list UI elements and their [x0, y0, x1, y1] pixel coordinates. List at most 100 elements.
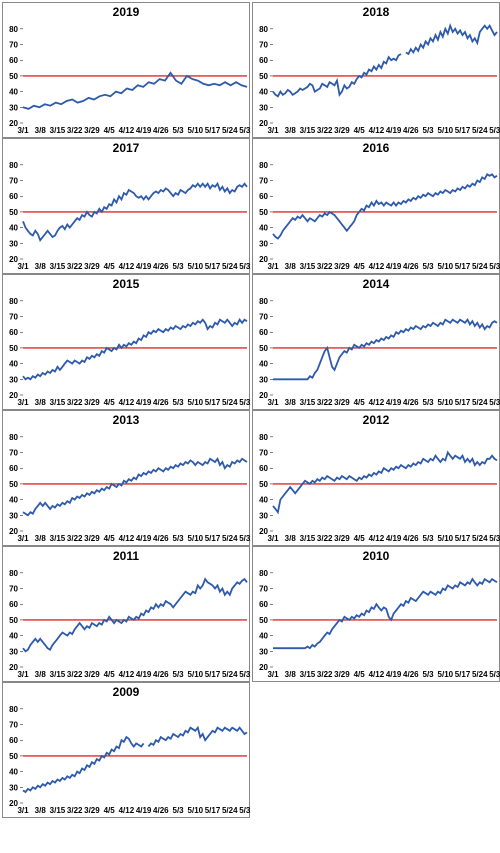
svg-text:5/10: 5/10: [438, 670, 454, 679]
svg-text:4/26: 4/26: [403, 534, 419, 543]
svg-text:3/22: 3/22: [67, 670, 83, 679]
svg-text:70: 70: [259, 585, 268, 594]
svg-text:70: 70: [259, 177, 268, 186]
svg-text:30: 30: [9, 647, 18, 656]
svg-text:4/5: 4/5: [104, 126, 116, 135]
panel-title: 2013: [3, 411, 249, 427]
chart-svg: 203040506070803/13/83/153/223/294/54/124…: [253, 155, 500, 273]
data-series-line: [23, 459, 247, 516]
svg-text:30: 30: [9, 511, 18, 520]
svg-text:5/17: 5/17: [455, 534, 471, 543]
svg-text:5/10: 5/10: [188, 806, 204, 815]
svg-text:4/19: 4/19: [386, 398, 402, 407]
panel-title: 2010: [253, 547, 499, 563]
svg-text:5/17: 5/17: [205, 262, 221, 271]
svg-text:60: 60: [9, 464, 18, 473]
svg-text:5/31: 5/31: [239, 262, 251, 271]
svg-text:5/3: 5/3: [423, 534, 435, 543]
svg-text:4/19: 4/19: [136, 126, 152, 135]
svg-text:4/19: 4/19: [386, 670, 402, 679]
svg-text:4/19: 4/19: [136, 534, 152, 543]
svg-text:30: 30: [259, 647, 268, 656]
svg-text:4/19: 4/19: [386, 262, 402, 271]
svg-text:80: 80: [259, 569, 268, 578]
svg-text:5/10: 5/10: [188, 670, 204, 679]
svg-text:4/26: 4/26: [153, 262, 169, 271]
chart-panel: 2016203040506070803/13/83/153/223/294/54…: [252, 138, 500, 274]
chart-panel: 2017203040506070803/13/83/153/223/294/54…: [2, 138, 250, 274]
svg-text:5/31: 5/31: [239, 126, 251, 135]
chart-svg: 203040506070803/13/83/153/223/294/54/124…: [253, 427, 500, 545]
svg-text:80: 80: [259, 297, 268, 306]
svg-text:40: 40: [259, 360, 268, 369]
svg-text:4/26: 4/26: [403, 398, 419, 407]
svg-text:4/12: 4/12: [119, 806, 135, 815]
svg-text:3/1: 3/1: [267, 262, 279, 271]
svg-text:3/29: 3/29: [84, 670, 100, 679]
svg-text:50: 50: [259, 344, 268, 353]
svg-text:40: 40: [9, 496, 18, 505]
svg-text:5/24: 5/24: [222, 670, 238, 679]
svg-text:40: 40: [9, 768, 18, 777]
svg-text:60: 60: [259, 600, 268, 609]
svg-text:5/31: 5/31: [239, 398, 251, 407]
svg-text:3/29: 3/29: [84, 534, 100, 543]
svg-text:30: 30: [9, 103, 18, 112]
svg-text:40: 40: [9, 88, 18, 97]
chart-svg: 203040506070803/13/83/153/223/294/54/124…: [3, 427, 251, 545]
svg-text:5/10: 5/10: [188, 126, 204, 135]
svg-text:3/29: 3/29: [84, 806, 100, 815]
svg-text:3/22: 3/22: [67, 262, 83, 271]
svg-text:50: 50: [9, 208, 18, 217]
data-series-line: [23, 728, 247, 792]
svg-text:80: 80: [9, 161, 18, 170]
svg-text:80: 80: [9, 433, 18, 442]
svg-text:70: 70: [259, 41, 268, 50]
chart-panel: 2014203040506070803/13/83/153/223/294/54…: [252, 274, 500, 410]
panel-title: 2015: [3, 275, 249, 291]
svg-text:60: 60: [9, 192, 18, 201]
svg-text:3/1: 3/1: [267, 126, 279, 135]
svg-text:3/8: 3/8: [35, 806, 47, 815]
svg-text:40: 40: [9, 360, 18, 369]
data-series-line: [273, 174, 497, 238]
svg-text:4/26: 4/26: [403, 670, 419, 679]
svg-text:4/5: 4/5: [354, 398, 366, 407]
svg-text:3/22: 3/22: [67, 126, 83, 135]
svg-text:5/31: 5/31: [239, 534, 251, 543]
svg-text:3/15: 3/15: [300, 670, 316, 679]
svg-text:4/5: 4/5: [104, 670, 116, 679]
svg-text:3/1: 3/1: [17, 398, 29, 407]
svg-text:4/5: 4/5: [104, 262, 116, 271]
svg-text:3/29: 3/29: [334, 126, 350, 135]
panel-title: 2016: [253, 139, 499, 155]
svg-text:4/5: 4/5: [104, 534, 116, 543]
svg-text:5/24: 5/24: [222, 534, 238, 543]
svg-text:40: 40: [259, 88, 268, 97]
svg-text:5/10: 5/10: [438, 534, 454, 543]
svg-text:3/1: 3/1: [267, 534, 279, 543]
svg-text:4/5: 4/5: [354, 670, 366, 679]
svg-text:3/8: 3/8: [285, 398, 297, 407]
svg-text:5/10: 5/10: [188, 534, 204, 543]
panel-title: 2017: [3, 139, 249, 155]
svg-text:5/24: 5/24: [472, 126, 488, 135]
svg-text:5/17: 5/17: [205, 534, 221, 543]
panel-title: 2012: [253, 411, 499, 427]
svg-text:80: 80: [259, 433, 268, 442]
chart-panel: 2013203040506070803/13/83/153/223/294/54…: [2, 410, 250, 546]
svg-text:5/31: 5/31: [489, 670, 500, 679]
svg-text:4/19: 4/19: [136, 806, 152, 815]
svg-text:4/19: 4/19: [386, 534, 402, 543]
svg-text:3/15: 3/15: [300, 534, 316, 543]
svg-text:4/12: 4/12: [369, 126, 385, 135]
chart-svg: 203040506070803/13/83/153/223/294/54/124…: [253, 291, 500, 409]
svg-text:5/3: 5/3: [423, 126, 435, 135]
svg-text:4/12: 4/12: [369, 398, 385, 407]
svg-text:5/17: 5/17: [455, 670, 471, 679]
svg-text:50: 50: [259, 480, 268, 489]
svg-text:3/22: 3/22: [67, 534, 83, 543]
svg-text:3/1: 3/1: [17, 806, 29, 815]
chart-svg: 203040506070803/13/83/153/223/294/54/124…: [253, 19, 500, 137]
svg-text:5/3: 5/3: [173, 262, 185, 271]
